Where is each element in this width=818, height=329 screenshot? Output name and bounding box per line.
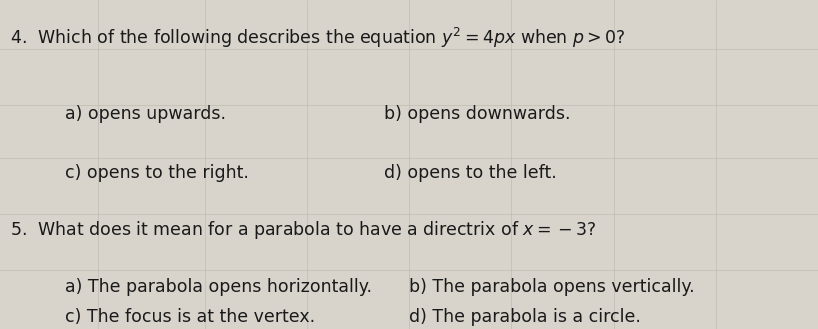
Text: 4.  Which of the following describes the equation $y^2 = 4px$ when $p > 0$?: 4. Which of the following describes the … — [10, 26, 626, 50]
Text: c) opens to the right.: c) opens to the right. — [65, 164, 249, 183]
Text: b) The parabola opens vertically.: b) The parabola opens vertically. — [409, 278, 694, 296]
Text: b) opens downwards.: b) opens downwards. — [384, 105, 571, 123]
Text: a) The parabola opens horizontally.: a) The parabola opens horizontally. — [65, 278, 372, 296]
Text: d) The parabola is a circle.: d) The parabola is a circle. — [409, 308, 640, 326]
Text: 5.  What does it mean for a parabola to have a directrix of $x = -3$?: 5. What does it mean for a parabola to h… — [10, 219, 596, 241]
Text: c) The focus is at the vertex.: c) The focus is at the vertex. — [65, 308, 316, 326]
Text: d) opens to the left.: d) opens to the left. — [384, 164, 557, 183]
Text: a) opens upwards.: a) opens upwards. — [65, 105, 227, 123]
